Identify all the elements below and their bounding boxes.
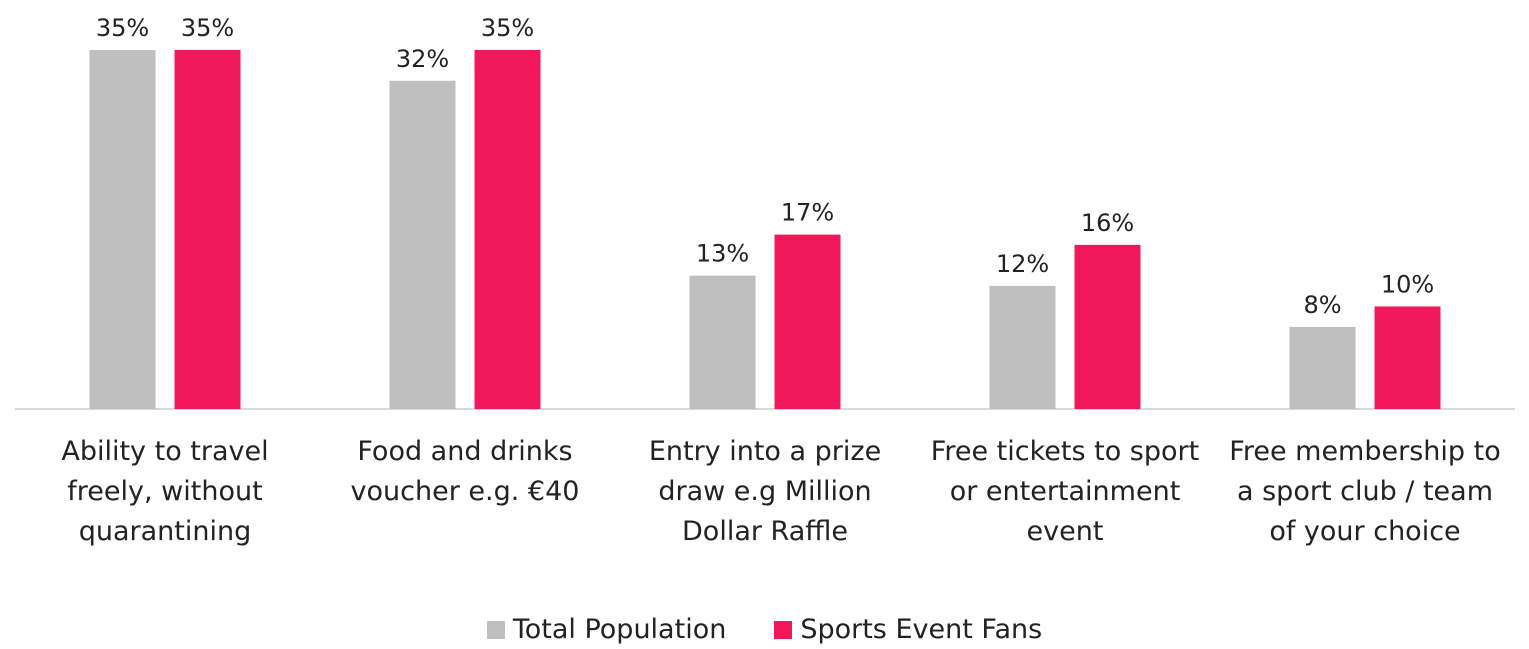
legend: Total Population Sports Event Fans — [0, 614, 1529, 645]
bar — [89, 50, 156, 409]
value-label: 32% — [396, 45, 449, 73]
value-label: 35% — [181, 14, 234, 42]
value-label: 35% — [96, 14, 149, 42]
x-tick-label: Free tickets to sport or entertainment e… — [930, 436, 1200, 547]
bar — [1074, 244, 1141, 409]
legend-swatch — [486, 620, 505, 639]
legend-label: Total Population — [512, 614, 727, 645]
legend-item: Sports Event Fans — [774, 614, 1042, 645]
bar — [474, 50, 541, 409]
bar — [1374, 306, 1441, 409]
legend-swatch — [774, 620, 793, 639]
value-label: 17% — [781, 199, 834, 227]
bar — [774, 234, 841, 409]
bar — [689, 275, 756, 409]
value-label: 16% — [1081, 209, 1134, 237]
bar — [1289, 326, 1356, 409]
x-tick-label: Entry into a prize draw e.g Million Doll… — [648, 436, 882, 547]
value-label: 10% — [1381, 270, 1434, 298]
x-tick-label: Free membership to a sport club / team o… — [1229, 436, 1501, 547]
value-label: 12% — [996, 250, 1049, 278]
bar — [989, 285, 1056, 409]
x-tick-label: Ability to travel freely, without quaran… — [61, 436, 269, 547]
legend-label: Sports Event Fans — [800, 614, 1043, 645]
bar — [174, 50, 241, 409]
value-label: 35% — [481, 14, 534, 42]
value-label: 8% — [1303, 291, 1341, 319]
x-tick-label: Food and drinks voucher e.g. €40 — [350, 436, 580, 507]
bar — [389, 80, 456, 410]
value-label: 13% — [696, 240, 749, 268]
legend-item: Total Population — [486, 614, 727, 645]
